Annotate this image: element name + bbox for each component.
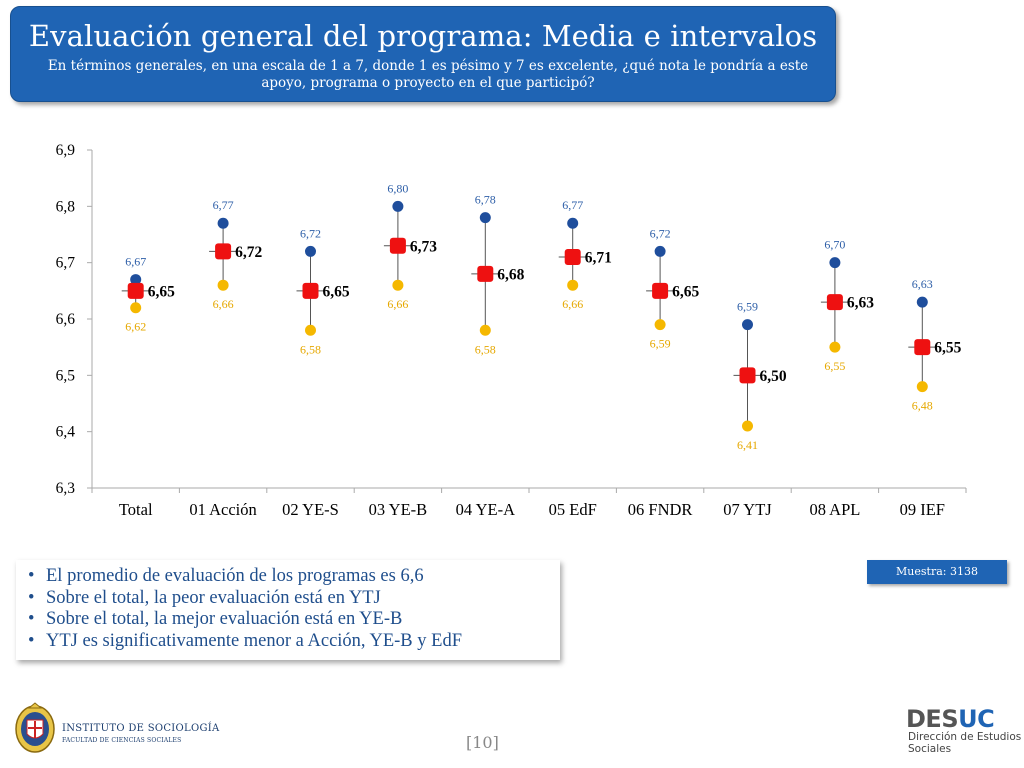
y-tick-label: 6,9: [56, 142, 76, 159]
x-category-label: 08 APL: [809, 500, 860, 519]
finding-item: El promedio de evaluación de los program…: [28, 566, 560, 588]
upper-point: [916, 296, 928, 308]
upper-point: [305, 245, 316, 257]
upper-value-label: 6,70: [824, 238, 845, 252]
mean-marker: [652, 282, 669, 299]
upper-point: [130, 274, 142, 286]
lower-value-label: 6,48: [912, 399, 933, 413]
lower-point: [392, 279, 404, 291]
desuc-subtitle: Dirección de Estudios Sociales: [908, 731, 1022, 755]
lower-point: [479, 324, 491, 336]
lower-value-label: 6,58: [475, 342, 496, 356]
desuc-logo: DESUC: [906, 705, 995, 733]
upper-point: [742, 319, 753, 331]
lower-point: [567, 279, 579, 291]
y-tick-label: 6,4: [56, 424, 76, 441]
upper-point: [217, 217, 229, 229]
mean-value-label: 6,68: [497, 266, 524, 283]
mean-value-label: 6,71: [585, 250, 612, 267]
lower-value-label: 6,55: [824, 359, 845, 373]
x-category-label: 01 Acción: [189, 500, 256, 519]
upper-value-label: 6,80: [387, 181, 408, 195]
upper-point: [654, 245, 666, 257]
mean-marker: [739, 367, 756, 384]
upper-point: [392, 200, 404, 212]
upper-value-label: 6,67: [125, 255, 146, 269]
lower-point: [305, 324, 316, 336]
lower-value-label: 6,59: [650, 337, 671, 351]
mean-marker: [826, 294, 843, 311]
lower-value-label: 6,41: [737, 438, 758, 452]
x-category-label: 06 FNDR: [628, 500, 693, 519]
upper-value-label: 6,78: [475, 193, 496, 207]
mean-marker: [389, 237, 406, 254]
mean-marker: [564, 249, 581, 266]
mean-value-label: 6,65: [148, 283, 175, 300]
lower-value-label: 6,66: [213, 297, 234, 311]
page-number: [10]: [466, 733, 499, 752]
university-seal-logo: [15, 702, 55, 753]
upper-point: [479, 212, 491, 224]
slide-title: Evaluación general del programa: Media e…: [28, 19, 818, 53]
mean-value-label: 6,72: [235, 244, 262, 261]
findings-box: El promedio de evaluación de los program…: [16, 560, 560, 660]
lower-point: [130, 302, 142, 314]
mean-marker: [477, 265, 494, 282]
lower-point: [829, 341, 841, 353]
finding-item: YTJ es significativamente menor a Acción…: [28, 631, 560, 653]
lower-point: [654, 319, 666, 331]
mean-marker: [215, 243, 232, 260]
lower-value-label: 6,62: [125, 320, 146, 334]
y-tick-label: 6,3: [56, 480, 76, 497]
x-category-label: Total: [119, 500, 153, 519]
upper-value-label: 6,63: [912, 277, 933, 291]
lower-value-label: 6,66: [562, 297, 583, 311]
institute-name: INSTITUTO DE SOCIOLOGÍA: [62, 723, 220, 734]
mean-value-label: 6,65: [672, 283, 699, 300]
mean-marker: [127, 282, 144, 299]
upper-value-label: 6,77: [562, 198, 583, 212]
slide-subtitle: En términos generales, en una escala de …: [47, 58, 809, 91]
mean-value-label: 6,50: [760, 368, 787, 385]
upper-point: [567, 217, 579, 229]
interval-chart: 6,3 6,4 6,5 6,6 6,7 6,8 6,9 6,67 6,62 6,65 Total 6,…: [56, 142, 967, 519]
finding-item: Sobre el total, la peor evaluación está …: [28, 588, 560, 610]
lower-value-label: 6,66: [387, 297, 408, 311]
mean-value-label: 6,65: [323, 283, 350, 300]
upper-point: [829, 257, 841, 269]
lower-point: [217, 279, 229, 291]
x-category-label: 09 IEF: [900, 500, 945, 519]
y-tick-label: 6,7: [56, 255, 76, 272]
y-tick-label: 6,6: [56, 311, 76, 328]
lower-value-label: 6,58: [300, 342, 321, 356]
x-category-label: 03 YE-B: [369, 500, 428, 519]
mean-value-label: 6,55: [934, 340, 961, 357]
upper-value-label: 6,59: [737, 300, 758, 314]
x-category-label: 02 YE-S: [282, 500, 339, 519]
title-banner: Evaluación general del programa: Media e…: [10, 6, 836, 102]
mean-marker: [302, 282, 319, 299]
y-tick-label: 6,5: [56, 367, 76, 384]
sample-size-badge: Muestra: 3138: [867, 560, 1007, 584]
upper-value-label: 6,72: [300, 226, 321, 240]
upper-value-label: 6,77: [213, 198, 234, 212]
faculty-name: FACULTAD DE CIENCIAS SOCIALES: [62, 737, 182, 744]
x-category-label: 05 EdF: [549, 500, 597, 519]
mean-value-label: 6,73: [410, 238, 437, 255]
x-category-label: 07 YTJ: [723, 500, 772, 519]
lower-point: [916, 381, 928, 393]
desuc-logo-part: DES: [906, 705, 959, 733]
mean-marker: [914, 339, 931, 356]
lower-point: [742, 420, 753, 432]
finding-item: Sobre el total, la mejor evaluación está…: [28, 609, 560, 631]
y-tick-label: 6,8: [56, 198, 76, 215]
upper-value-label: 6,72: [650, 226, 671, 240]
x-category-label: 04 YE-A: [456, 500, 516, 519]
desuc-logo-part: UC: [958, 705, 995, 733]
mean-value-label: 6,63: [847, 295, 874, 312]
